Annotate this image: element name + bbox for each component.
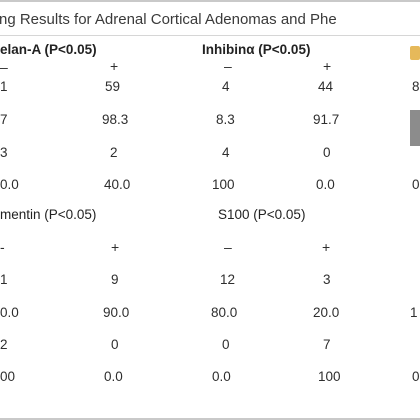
s1-r3-c2: 2: [110, 145, 118, 160]
sign-inhibin-pos: +: [323, 58, 332, 74]
s2-r4-c1: 00: [0, 369, 16, 384]
s2-r1-c2: 9: [111, 272, 119, 287]
s2-r4-c4: 100: [318, 369, 341, 384]
s2-r3-c3: 0: [222, 337, 230, 352]
s1-r2-c3: 8.3: [216, 112, 235, 127]
s2-r4-c5: 0: [412, 369, 420, 384]
sign-melan-pos: +: [110, 58, 119, 74]
s2-r2-c1: 0.0: [0, 305, 19, 320]
s1-r1-c3: 4: [222, 79, 230, 94]
s1-r4-c5: 0: [412, 177, 420, 192]
s1-r4-c3: 100: [212, 177, 235, 192]
clipped-edge-marker: [410, 46, 420, 60]
s1-r1-c4: 44: [318, 79, 334, 94]
s1-r2-c2: 98.3: [102, 112, 129, 127]
s1-r3-c3: 4: [222, 145, 230, 160]
sign-vimentin-neg: -: [0, 239, 5, 255]
s2-r2-c3: 80.0: [211, 305, 238, 320]
s2-r1-c4: 3: [323, 272, 331, 287]
s2-r2-c5: 1: [410, 305, 418, 320]
s2-r3-c4: 7: [323, 337, 331, 352]
s1-r3-c1: 3: [0, 145, 8, 160]
sign-s100-pos: +: [322, 239, 331, 255]
header-inhibin: Inhibinα (P<0.05): [202, 42, 311, 57]
s2-r4-c3: 0.0: [212, 369, 231, 384]
sign-s100-neg: –: [224, 239, 232, 255]
header-s100: S100 (P<0.05): [218, 207, 306, 222]
s2-r1-c1: 1: [0, 272, 8, 287]
sign-inhibin-neg: –: [224, 58, 232, 74]
s1-r3-c4: 0: [323, 145, 331, 160]
s2-r2-c2: 90.0: [103, 305, 130, 320]
s2-r3-c2: 0: [111, 337, 119, 352]
clipped-column-edge: [410, 110, 420, 146]
s2-r4-c2: 0.0: [104, 369, 123, 384]
header-vimentin: mentin (P<0.05): [0, 207, 97, 222]
s2-r2-c4: 20.0: [313, 305, 340, 320]
header-melan-a: elan-A (P<0.05): [0, 42, 97, 57]
s1-r4-c4: 0.0: [316, 177, 335, 192]
s1-r4-c2: 40.0: [104, 177, 131, 192]
sign-vimentin-pos: +: [111, 239, 120, 255]
title-divider: [0, 35, 420, 36]
s1-r1-c2: 59: [105, 79, 121, 94]
s1-r2-c1: 7: [0, 112, 8, 127]
s1-r1-c1: 1: [0, 79, 8, 94]
table-title: ng Results for Adrenal Cortical Adenomas…: [0, 11, 337, 28]
s2-r3-c1: 2: [0, 337, 8, 352]
s1-r1-c5: 8: [412, 79, 420, 94]
s1-r4-c1: 0.0: [0, 177, 19, 192]
s1-r2-c4: 91.7: [313, 112, 340, 127]
sign-melan-neg: –: [0, 59, 8, 75]
s2-r1-c3: 12: [220, 272, 236, 287]
